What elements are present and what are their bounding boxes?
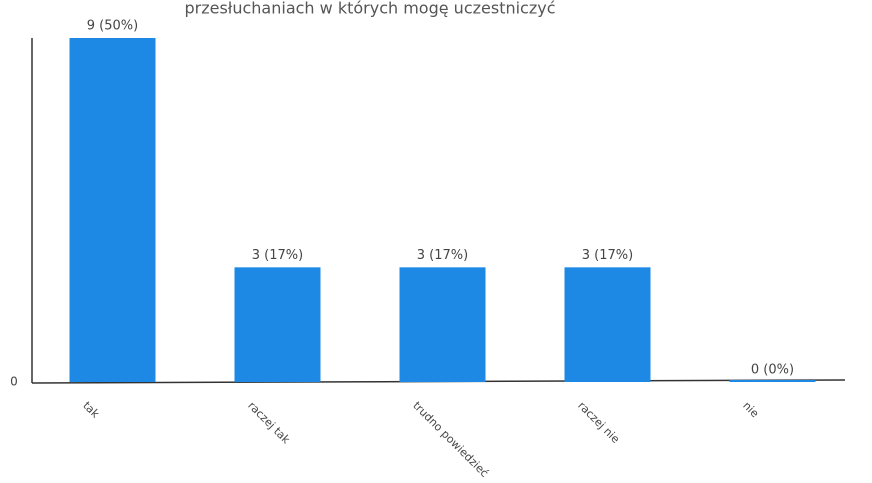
value-label: 3 (17%) bbox=[252, 248, 303, 263]
value-label: 3 (17%) bbox=[582, 248, 633, 263]
x-tick-label: raczej nie bbox=[575, 399, 622, 446]
bar bbox=[69, 38, 156, 382]
bar bbox=[564, 267, 651, 382]
x-tick-label: tak bbox=[80, 399, 102, 421]
x-tick-label: trudno powiedzieć bbox=[410, 399, 491, 479]
value-label: 9 (50%) bbox=[87, 19, 138, 34]
value-label: 0 (0%) bbox=[751, 363, 794, 378]
y-tick-label: 0 bbox=[10, 375, 18, 389]
x-tick-label: nie bbox=[740, 399, 761, 420]
bar bbox=[729, 380, 816, 382]
x-tick-label: raczej tak bbox=[245, 399, 293, 447]
bar bbox=[234, 267, 321, 382]
chart-title: przesłuchaniach w których mogę uczestnic… bbox=[184, 0, 555, 18]
value-label: 3 (17%) bbox=[417, 248, 468, 263]
bar bbox=[399, 267, 486, 382]
